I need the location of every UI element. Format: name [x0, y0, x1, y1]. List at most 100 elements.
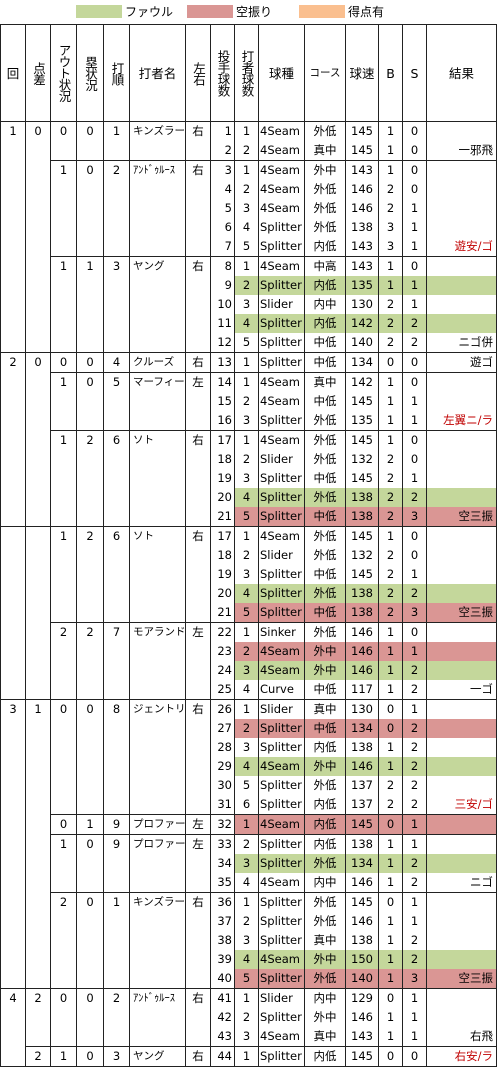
ball-count-cell: 1	[378, 738, 403, 757]
order-cell	[103, 1008, 130, 1027]
order-cell	[103, 237, 130, 257]
speed-cell: 145	[345, 430, 379, 450]
order-cell	[103, 738, 130, 757]
outs-cell: 1	[50, 834, 77, 854]
pitch-type-cell: Splitter	[258, 603, 305, 623]
hand-cell	[185, 603, 211, 623]
batter-count-cell: 1	[234, 256, 259, 276]
runners-cell	[76, 141, 104, 161]
inning-cell	[0, 757, 26, 776]
table-row: 1 2 6 ソト右 17 1 4Seam 外低 145 1 0	[0, 430, 497, 450]
batter-count-cell: 6	[234, 795, 259, 815]
ball-count-cell: 1	[378, 950, 403, 969]
hand-cell: 右	[185, 988, 211, 1008]
strike-count-cell: 0	[402, 121, 427, 141]
pitch-type-cell: 4Seam	[258, 256, 305, 276]
course-cell: 内低	[304, 814, 346, 835]
result-cell	[426, 526, 497, 546]
batter-count-cell: 4	[234, 680, 259, 700]
hand-cell	[185, 180, 211, 199]
table-row: 25 4 Curve 中低 117 1 2 一ゴ	[0, 680, 497, 700]
batter-count-cell: 3	[234, 738, 259, 757]
pitcher-count-cell: 28	[210, 738, 235, 757]
ball-count-cell: 1	[378, 873, 403, 893]
order-cell	[103, 969, 130, 989]
hand-cell: 左	[185, 622, 211, 642]
order-cell	[103, 661, 130, 680]
ball-count-cell: 2	[378, 603, 403, 623]
batter-count-cell: 1	[234, 526, 259, 546]
course-cell: 内低	[304, 237, 346, 257]
batter-count-cell: 1	[234, 814, 259, 835]
batter-count-cell: 3	[234, 469, 259, 488]
speed-cell: 140	[345, 969, 379, 989]
batter-name-cell: キンズラー	[129, 121, 186, 141]
hand-cell	[185, 141, 211, 161]
batter-count-cell: 2	[234, 450, 259, 469]
batter-name-cell: ジェントリー	[129, 699, 186, 719]
batter-count-cell: 5	[234, 776, 259, 795]
course-cell: 内低	[304, 738, 346, 757]
batter-name-cell	[129, 488, 186, 507]
strike-count-cell: 1	[402, 814, 427, 835]
batter-name-cell	[129, 873, 186, 893]
ball-count-cell: 1	[378, 121, 403, 141]
inning-cell	[0, 469, 26, 488]
pitch-type-cell: 4Seam	[258, 1027, 305, 1047]
pitcher-count-cell: 6	[210, 218, 235, 237]
order-cell: 6	[103, 526, 130, 546]
pitcher-count-cell: 30	[210, 776, 235, 795]
hand-cell	[185, 757, 211, 776]
diff-cell	[25, 584, 51, 603]
outs-cell	[50, 295, 77, 314]
header-s: S	[402, 24, 427, 122]
batter-count-cell: 1	[234, 352, 259, 373]
table-row: 29 4 4Seam 外中 146 1 2	[0, 757, 497, 776]
runners-cell	[76, 333, 104, 353]
hand-cell: 右	[185, 430, 211, 450]
ball-count-cell: 0	[378, 352, 403, 373]
batter-name-cell: ヤング	[129, 256, 186, 276]
pitcher-count-cell: 20	[210, 488, 235, 507]
diff-cell	[25, 256, 51, 276]
batter-count-cell: 1	[234, 892, 259, 912]
outs-cell	[50, 642, 77, 661]
batter-name-cell	[129, 603, 186, 623]
pitch-type-cell: 4Seam	[258, 814, 305, 835]
order-cell	[103, 333, 130, 353]
order-cell	[103, 931, 130, 950]
diff-cell: 1	[25, 699, 51, 719]
result-cell	[426, 834, 497, 854]
outs-cell	[50, 795, 77, 815]
table-row: 20 4 Splitter 外低 138 2 2	[0, 488, 497, 507]
result-cell: 右飛	[426, 1027, 497, 1047]
strike-count-cell: 1	[402, 565, 427, 584]
outs-cell	[50, 776, 77, 795]
ball-count-cell: 2	[378, 295, 403, 314]
pitcher-count-cell: 23	[210, 642, 235, 661]
result-cell	[426, 661, 497, 680]
legend-scored: 得点有	[299, 3, 384, 19]
strike-count-cell: 1	[402, 295, 427, 314]
result-cell: 一邪飛	[426, 141, 497, 161]
inning-cell	[0, 912, 26, 931]
pitcher-count-cell: 25	[210, 680, 235, 700]
pitch-type-cell: Splitter	[258, 411, 305, 431]
outs-cell	[50, 661, 77, 680]
order-cell	[103, 854, 130, 873]
batter-name-cell: ｱﾝﾄﾞｩﾙｰｽ	[129, 160, 186, 180]
course-cell: 外低	[304, 892, 346, 912]
speed-cell: 143	[345, 160, 379, 180]
runners-cell	[76, 565, 104, 584]
hand-cell	[185, 488, 211, 507]
pitcher-count-cell: 17	[210, 430, 235, 450]
pitch-log-table-container: 回 点差 アウト状況 塁状況 打順 打者名 左右 投手球数 打者球数 球種 コー…	[0, 24, 497, 1067]
legend-swing-miss-label: 空振り	[236, 4, 273, 19]
speed-cell: 145	[345, 565, 379, 584]
inning-cell: 3	[0, 699, 26, 719]
inning-cell	[0, 814, 26, 835]
batter-name-cell	[129, 1008, 186, 1027]
speed-cell: 130	[345, 295, 379, 314]
runners-cell	[76, 411, 104, 431]
diff-cell	[25, 950, 51, 969]
